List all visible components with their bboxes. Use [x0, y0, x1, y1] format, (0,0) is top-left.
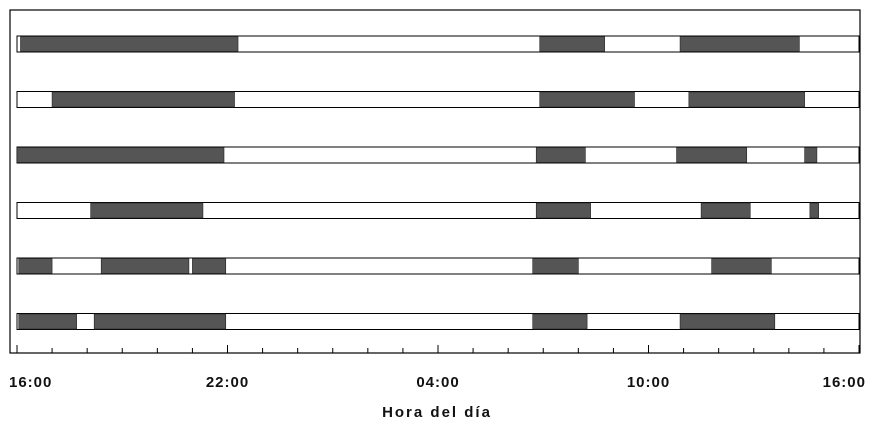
- activity-segment: [535, 202, 591, 219]
- activity-segment: [18, 258, 53, 274]
- activity-row-6: [16, 313, 860, 330]
- activity-segment: [700, 202, 751, 219]
- activity-segment: [679, 36, 800, 52]
- activity-rows: [16, 35, 860, 330]
- x-axis-ticks: [16, 345, 860, 353]
- activity-segment: [676, 147, 748, 163]
- activity-segment: [93, 313, 227, 330]
- activity-segment: [688, 91, 805, 108]
- activity-row-4: [16, 202, 860, 219]
- x-axis-tick-labels: 16:00 22:00 04:00 10:00 16:00: [9, 374, 866, 391]
- activity-segment: [539, 91, 635, 108]
- x-tick-label: 16:00: [9, 374, 52, 391]
- activity-segment: [535, 147, 586, 163]
- activity-segment: [51, 91, 235, 108]
- row-track: [16, 257, 860, 275]
- activity-segment: [532, 258, 579, 274]
- activity-row-5: [16, 257, 860, 275]
- plot-frame: [9, 9, 861, 354]
- x-tick-label: 04:00: [416, 374, 459, 391]
- activity-segment: [804, 147, 818, 163]
- activity-segment: [16, 147, 225, 163]
- activity-segment: [532, 313, 588, 330]
- activity-segment: [18, 313, 77, 330]
- row-track: [16, 313, 860, 330]
- x-tick-label: 10:00: [627, 374, 670, 391]
- row-track: [16, 202, 860, 219]
- x-tick-label: 16:00: [823, 374, 866, 391]
- activity-segment: [711, 258, 772, 274]
- activity-segment: [90, 202, 204, 219]
- activity-segment: [809, 202, 819, 219]
- activity-segment: [539, 36, 605, 52]
- activity-segment: [100, 258, 190, 274]
- activity-row-3: [16, 146, 860, 164]
- activity-segment: [20, 36, 239, 52]
- activity-segment: [679, 313, 776, 330]
- activity-row-2: [16, 91, 860, 108]
- x-tick-label: 22:00: [206, 374, 249, 391]
- x-axis-title: Hora del día: [382, 404, 492, 421]
- activity-row-1: [16, 35, 860, 53]
- activity-segment: [192, 258, 227, 274]
